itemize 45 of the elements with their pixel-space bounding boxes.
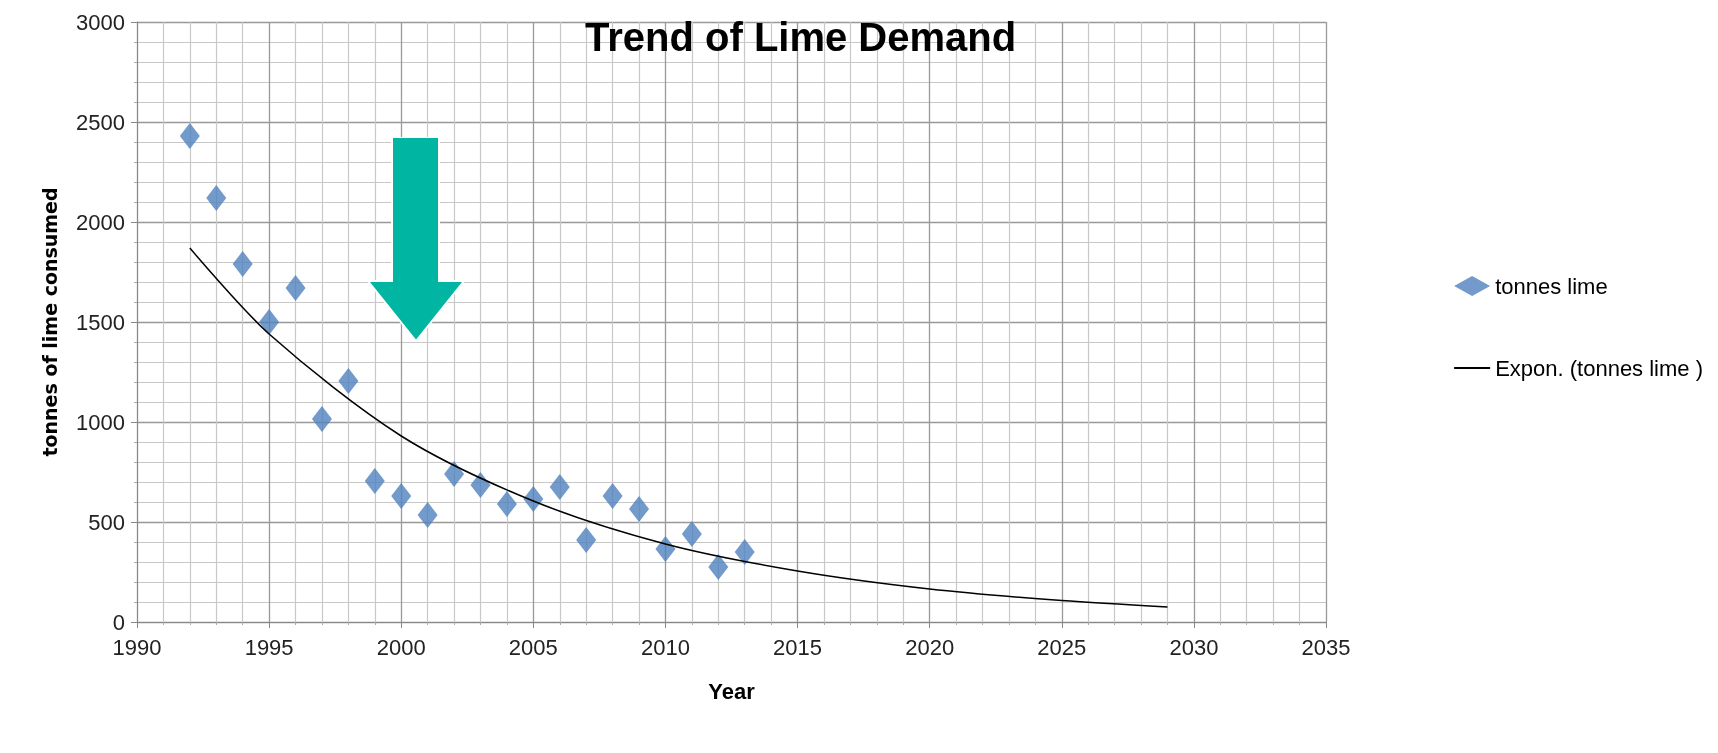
y-tick-label: 2000: [76, 209, 125, 235]
y-tick-label: 1000: [76, 409, 125, 435]
x-tick-label: 2030: [1169, 634, 1219, 660]
x-tick-label: 2000: [376, 634, 426, 660]
point: [708, 554, 729, 580]
x-tick-label: 2015: [773, 634, 823, 660]
point: [444, 461, 465, 487]
point: [285, 275, 306, 301]
point: [629, 496, 650, 522]
y-tick-label: 3000: [76, 9, 125, 35]
point: [364, 468, 385, 494]
x-tick-label: 2005: [508, 634, 558, 660]
point: [734, 539, 755, 565]
x-tick-label: 2010: [640, 634, 690, 660]
x-tick-label: 2020: [905, 634, 955, 660]
point: [417, 502, 438, 528]
y-tick-label: 1500: [76, 309, 125, 335]
point: [311, 406, 332, 432]
y-tick-label: 2500: [76, 109, 125, 135]
point: [523, 486, 544, 512]
legend-label: Expon. (tonnes lime ): [1495, 355, 1703, 381]
x-tick-label: 1995: [244, 634, 294, 660]
point: [338, 368, 359, 394]
point: [259, 309, 280, 335]
y-tick-label: 500: [88, 509, 125, 535]
x-tick-label: 1990: [112, 634, 162, 660]
point: [602, 483, 623, 509]
point: [470, 472, 491, 498]
point: [232, 251, 253, 277]
legend-label: tonnes lime: [1495, 273, 1608, 299]
line-series: [189, 247, 1169, 608]
y-tick-label: 0: [112, 609, 125, 635]
point: [206, 185, 227, 211]
point: [681, 521, 702, 547]
point: [496, 491, 517, 517]
point: [391, 483, 412, 509]
point: [655, 536, 676, 562]
point: [576, 527, 597, 553]
x-tick-label: 2025: [1037, 634, 1087, 660]
chart-title: Trend of Lime Demand: [585, 15, 1017, 59]
y-axis-title: tonnes of lime consumed: [38, 187, 61, 457]
x-tick-label: 2035: [1301, 634, 1351, 660]
point: [179, 123, 200, 149]
point: [549, 474, 570, 500]
x-axis-title: Year: [708, 678, 756, 704]
